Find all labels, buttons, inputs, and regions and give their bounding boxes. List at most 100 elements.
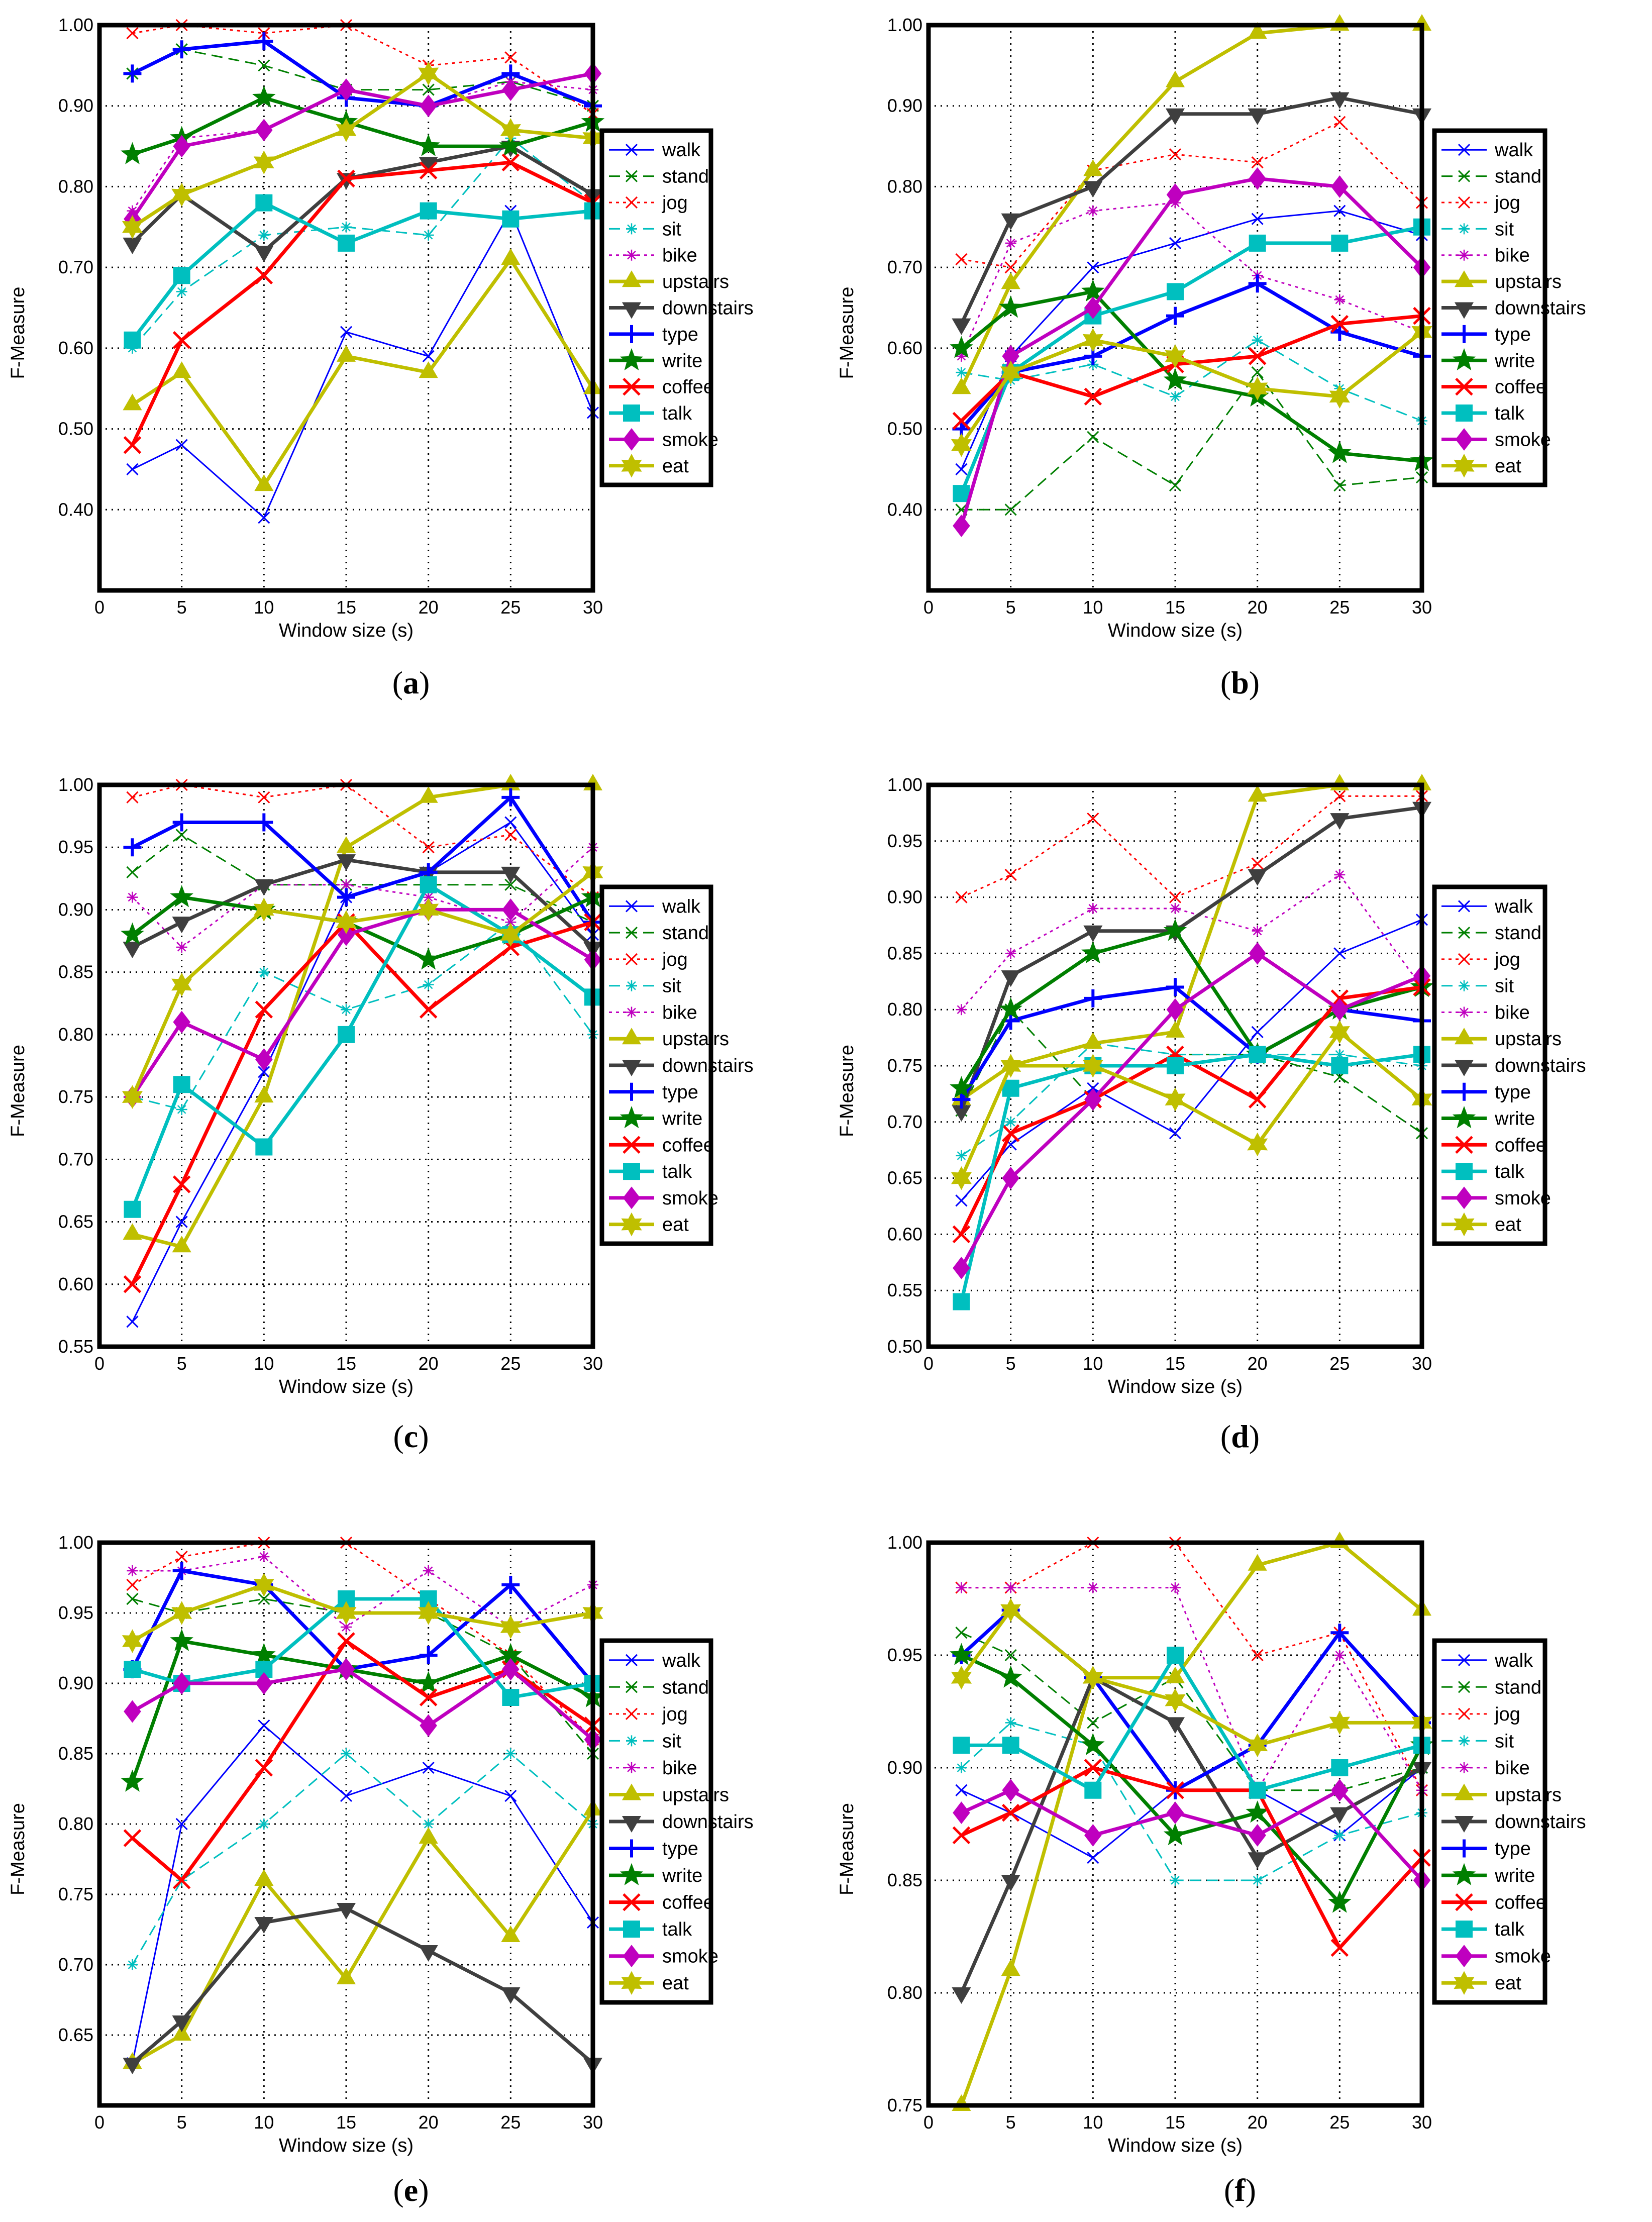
legend-label-talk: talk — [662, 1161, 692, 1182]
data-point-type — [501, 788, 520, 806]
legend-label-stand: stand — [662, 1677, 709, 1698]
data-point-sit — [423, 1819, 434, 1830]
data-point-bike — [423, 1565, 434, 1576]
panel-caption: (e) — [393, 2172, 429, 2208]
data-point-jog — [1004, 261, 1017, 274]
data-point-downstairs — [172, 2015, 191, 2032]
legend-marker-jog — [625, 1707, 638, 1720]
data-point-talk — [502, 1689, 520, 1706]
data-point-talk — [420, 876, 437, 893]
legend-marker-walk — [625, 1654, 638, 1666]
legend-box — [1432, 884, 1547, 1246]
data-point-jog — [504, 51, 517, 64]
data-point-talk — [1084, 1781, 1102, 1799]
data-point-bike — [127, 1565, 138, 1576]
data-point-downstairs — [1001, 213, 1020, 230]
data-point-jog — [1087, 813, 1099, 825]
x-tick-label: 15 — [336, 597, 356, 618]
data-point-walk — [955, 1784, 968, 1796]
legend-label-talk: talk — [1495, 403, 1525, 424]
legend-label-eat: eat — [1495, 1215, 1521, 1236]
legend-label-walk: walk — [662, 140, 701, 161]
legend-marker-upstairs — [622, 1783, 642, 1800]
data-point-downstairs — [336, 1903, 356, 1920]
data-point-stand — [126, 1592, 139, 1605]
data-point-downstairs — [1001, 970, 1020, 987]
legend-label-stand: stand — [1495, 166, 1541, 187]
data-point-walk — [126, 463, 139, 475]
data-point-eat — [336, 1601, 357, 1625]
data-point-smoke — [1331, 1779, 1349, 1802]
legend-marker-talk — [623, 1163, 640, 1180]
data-point-write — [1163, 368, 1187, 390]
axes-frame — [926, 1540, 1424, 2108]
data-point-coffee — [337, 169, 355, 188]
data-point-eat — [1082, 1666, 1103, 1690]
legend-label-smoke: smoke — [1495, 429, 1551, 450]
y-tick-label: 0.75 — [887, 2095, 922, 2115]
y-tick-label: 1.00 — [887, 774, 922, 795]
legend-label-eat: eat — [1495, 456, 1521, 477]
data-point-jog — [504, 829, 517, 841]
data-point-eat — [1165, 1688, 1186, 1712]
data-point-type — [1330, 323, 1349, 341]
data-point-eat — [418, 897, 439, 922]
legend-label-type: type — [662, 1839, 698, 1860]
data-point-coffee — [1330, 1939, 1349, 1957]
legend-marker-downstairs — [622, 302, 642, 319]
data-point-talk — [1249, 234, 1266, 252]
data-point-write — [950, 336, 973, 358]
data-point-walk — [126, 1316, 139, 1328]
x-tick-label: 20 — [1248, 1353, 1268, 1374]
legend-label-eat: eat — [662, 1973, 689, 1994]
legend-marker-jog — [625, 196, 638, 209]
data-point-bike — [1087, 902, 1099, 914]
data-point-jog — [126, 791, 139, 803]
y-tick-label: 0.95 — [887, 831, 922, 851]
legend-marker-sit — [1459, 980, 1470, 991]
data-point-upstairs — [172, 2024, 191, 2041]
data-point-walk — [1169, 1127, 1182, 1140]
panel-caption: (d) — [1220, 1419, 1260, 1454]
y-tick-label: 0.70 — [58, 1954, 93, 1975]
data-point-smoke — [337, 78, 355, 102]
data-point-write — [1081, 1733, 1105, 1756]
data-point-write — [1163, 919, 1187, 941]
data-point-type — [1166, 978, 1184, 996]
data-point-jog — [422, 841, 435, 854]
x-tick-label: 30 — [583, 597, 603, 618]
legend: walk stand jog sit bike upstairs downstairs typ… — [599, 884, 754, 1246]
data-point-upstairs — [336, 836, 356, 853]
x-axis-label: Window size (s) — [1108, 620, 1243, 641]
data-point-write — [252, 85, 276, 108]
data-point-talk — [1331, 1057, 1349, 1074]
data-point-downstairs — [952, 318, 971, 335]
legend-marker-walk — [1458, 144, 1471, 156]
x-tick-label: 25 — [1329, 2112, 1350, 2133]
legend-marker-smoke — [623, 428, 641, 451]
data-point-downstairs — [419, 1945, 438, 1962]
y-tick-label: 0.80 — [887, 999, 922, 1020]
data-point-downstairs — [1248, 869, 1267, 886]
x-tick-label: 30 — [583, 1353, 603, 1374]
data-point-eat — [951, 433, 972, 457]
legend-label-stand: stand — [662, 166, 709, 187]
data-point-stand — [504, 878, 517, 891]
legend-label-talk: talk — [662, 1919, 692, 1940]
y-tick-label: 0.70 — [887, 257, 922, 277]
data-point-upstairs — [1165, 1021, 1185, 1038]
data-point-bike — [1005, 237, 1016, 249]
legend-label-eat: eat — [662, 1215, 689, 1236]
data-point-eat — [1000, 1598, 1021, 1623]
legend-marker-type — [1455, 1082, 1473, 1101]
data-point-upstairs — [336, 1967, 356, 1984]
chart-panel-e: 0 5 10 15 20 25 30 0.65 0.70 0.75 0.80 0.85 0.90 0.95… — [8, 1532, 754, 2208]
y-tick-label: 0.90 — [58, 1673, 93, 1693]
data-point-downstairs — [1330, 813, 1350, 830]
x-axis-label: Window size (s) — [279, 620, 414, 641]
data-point-talk — [338, 234, 355, 252]
x-tick-label: 30 — [1412, 597, 1432, 618]
legend-label-jog: jog — [1494, 949, 1520, 970]
axes-frame — [97, 1540, 595, 2108]
data-point-downstairs — [1330, 1807, 1350, 1824]
